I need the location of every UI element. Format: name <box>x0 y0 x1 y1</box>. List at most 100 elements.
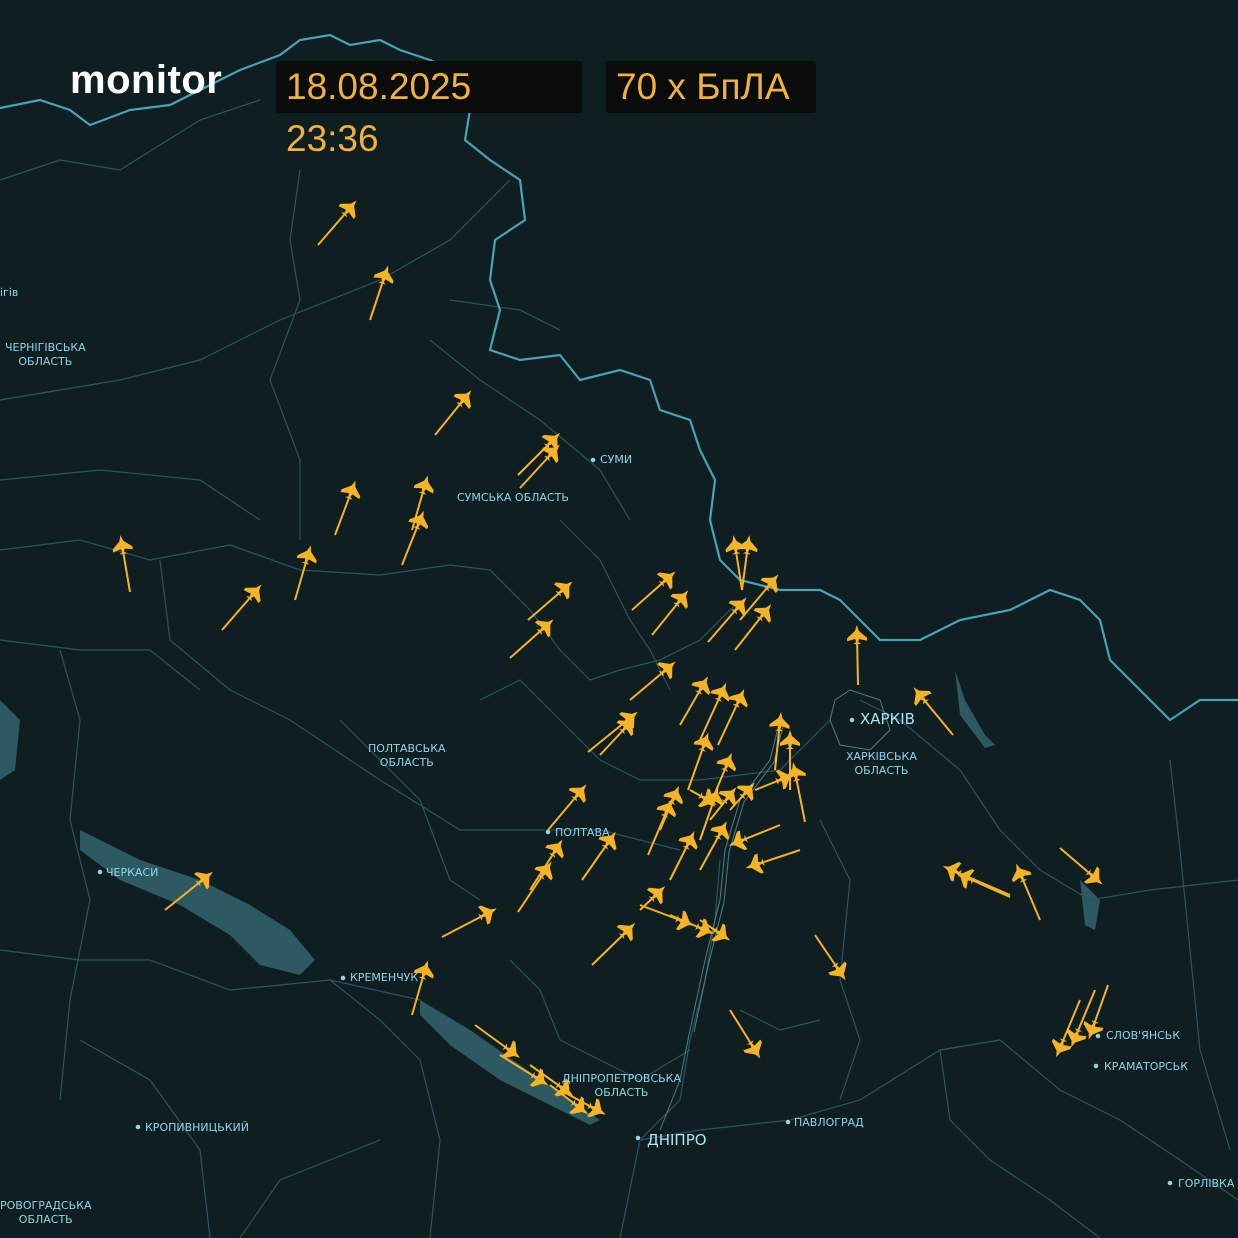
shahed-drone-icon[interactable] <box>724 534 747 556</box>
drone-track <box>517 856 560 913</box>
drone-track <box>699 679 735 741</box>
shahed-drone-icon[interactable] <box>617 704 644 731</box>
shahed-drone-icon[interactable] <box>540 426 568 454</box>
shahed-drone-icon[interactable] <box>567 1095 594 1122</box>
shahed-drone-icon[interactable] <box>709 816 736 842</box>
city-label-kremenchuk: КРЕМЕНЧУК <box>350 971 419 984</box>
shahed-drone-icon[interactable] <box>540 438 568 466</box>
shahed-drone-icon[interactable] <box>655 564 682 592</box>
shahed-drone-icon[interactable] <box>759 568 787 595</box>
shahed-drone-icon[interactable] <box>827 959 854 986</box>
shahed-drone-icon[interactable] <box>499 1039 526 1066</box>
shahed-drone-icon[interactable] <box>407 507 433 532</box>
region-label-kharkiv: ХАРКІВСЬКА ОБЛАСТЬ <box>846 750 917 777</box>
shahed-drone-icon[interactable] <box>725 829 750 855</box>
shahed-drone-icon[interactable] <box>906 681 934 708</box>
shahed-drone-icon[interactable] <box>615 916 643 944</box>
shahed-drone-icon[interactable] <box>695 787 721 814</box>
shahed-drone-icon[interactable] <box>780 730 800 749</box>
drone-track <box>369 262 398 321</box>
shahed-drone-icon[interactable] <box>296 543 320 567</box>
shahed-drone-icon[interactable] <box>752 598 779 625</box>
shahed-drone-icon[interactable] <box>669 584 697 611</box>
drone-track <box>814 934 854 986</box>
shahed-drone-icon[interactable] <box>192 864 219 891</box>
drone-track <box>529 834 571 891</box>
shahed-drone-icon[interactable] <box>715 749 741 774</box>
drone-track <box>847 625 868 686</box>
shahed-drone-icon[interactable] <box>735 776 763 804</box>
shahed-drone-icon[interactable] <box>552 574 579 602</box>
shahed-drone-icon[interactable] <box>1047 1036 1073 1061</box>
shahed-drone-icon[interactable] <box>709 922 736 949</box>
shahed-drone-icon[interactable] <box>242 578 270 605</box>
region-label-chernihiv: ЧЕРНІГІВСЬКА ОБЛАСТЬ <box>5 341 86 368</box>
shahed-drone-icon[interactable] <box>567 778 595 805</box>
drone-track <box>734 598 779 651</box>
drone-track <box>559 1089 610 1124</box>
drone-track <box>164 864 219 911</box>
drone-track <box>631 564 682 611</box>
shahed-drone-icon[interactable] <box>717 781 744 808</box>
drone-track <box>639 879 673 911</box>
drone-track <box>742 849 801 878</box>
shahed-drone-icon[interactable] <box>693 729 718 754</box>
shahed-drone-icon[interactable] <box>742 853 766 878</box>
shahed-drone-icon[interactable] <box>584 1097 610 1124</box>
shahed-drone-icon[interactable] <box>1079 1018 1104 1043</box>
city-label-kramatorsk: КРАМАТОРСЬК <box>1104 1060 1189 1073</box>
shahed-drone-icon[interactable] <box>645 879 673 907</box>
city-label-kharkiv: ХАРКІВ <box>860 710 915 728</box>
drone-layer <box>110 194 1109 1124</box>
shahed-drone-icon[interactable] <box>544 834 571 861</box>
shahed-drone-icon[interactable] <box>742 1037 769 1064</box>
shahed-drone-icon[interactable] <box>1007 860 1033 885</box>
shahed-drone-icon[interactable] <box>727 685 753 711</box>
shahed-drone-icon[interactable] <box>693 917 718 943</box>
shahed-drone-icon[interactable] <box>110 533 133 555</box>
drone-track <box>334 477 364 536</box>
shahed-drone-icon[interactable] <box>597 826 624 853</box>
shahed-drone-icon[interactable] <box>452 384 480 411</box>
city-dot-icon <box>96 868 104 876</box>
shahed-drone-icon[interactable] <box>413 473 437 497</box>
drone-track <box>952 864 1011 898</box>
shahed-drone-icon[interactable] <box>703 784 728 809</box>
shahed-drone-icon[interactable] <box>773 765 798 791</box>
shahed-drone-icon[interactable] <box>527 1067 554 1094</box>
shahed-drone-icon[interactable] <box>662 782 688 807</box>
shahed-drone-icon[interactable] <box>847 625 868 645</box>
shahed-drone-icon[interactable] <box>690 671 717 697</box>
shahed-drone-icon[interactable] <box>737 534 759 555</box>
shahed-drone-icon[interactable] <box>709 679 735 705</box>
shahed-drone-icon[interactable] <box>727 591 755 618</box>
shahed-drone-icon[interactable] <box>373 262 398 286</box>
shahed-drone-icon[interactable] <box>413 958 437 982</box>
shahed-drone-icon[interactable] <box>655 795 681 820</box>
drone-track <box>1007 860 1041 921</box>
drone-track <box>474 1024 526 1066</box>
shahed-drone-icon[interactable] <box>615 711 643 739</box>
shahed-drone-icon[interactable] <box>939 857 964 883</box>
shahed-drone-icon[interactable] <box>475 900 501 927</box>
drone-track <box>669 914 718 943</box>
shahed-drone-icon[interactable] <box>655 654 682 682</box>
shahed-drone-icon[interactable] <box>952 864 977 890</box>
shahed-drone-icon[interactable] <box>533 612 560 640</box>
drone-track <box>639 904 695 931</box>
highway <box>659 689 891 1131</box>
drone-track <box>1079 984 1109 1043</box>
shahed-drone-icon[interactable] <box>769 711 791 732</box>
drone-track <box>587 704 644 753</box>
shahed-drone-icon[interactable] <box>533 856 560 883</box>
shahed-drone-icon[interactable] <box>1082 865 1109 893</box>
shahed-drone-icon[interactable] <box>337 194 365 221</box>
city-dot-icon <box>634 1134 642 1142</box>
shahed-drone-icon[interactable] <box>339 477 364 502</box>
shahed-drone-icon[interactable] <box>677 827 703 853</box>
city-label-sloviansk: СЛОВ'ЯНСЬК <box>1106 1029 1181 1042</box>
city-dot-icon <box>1092 1062 1100 1070</box>
shahed-drone-icon[interactable] <box>1062 1026 1088 1051</box>
